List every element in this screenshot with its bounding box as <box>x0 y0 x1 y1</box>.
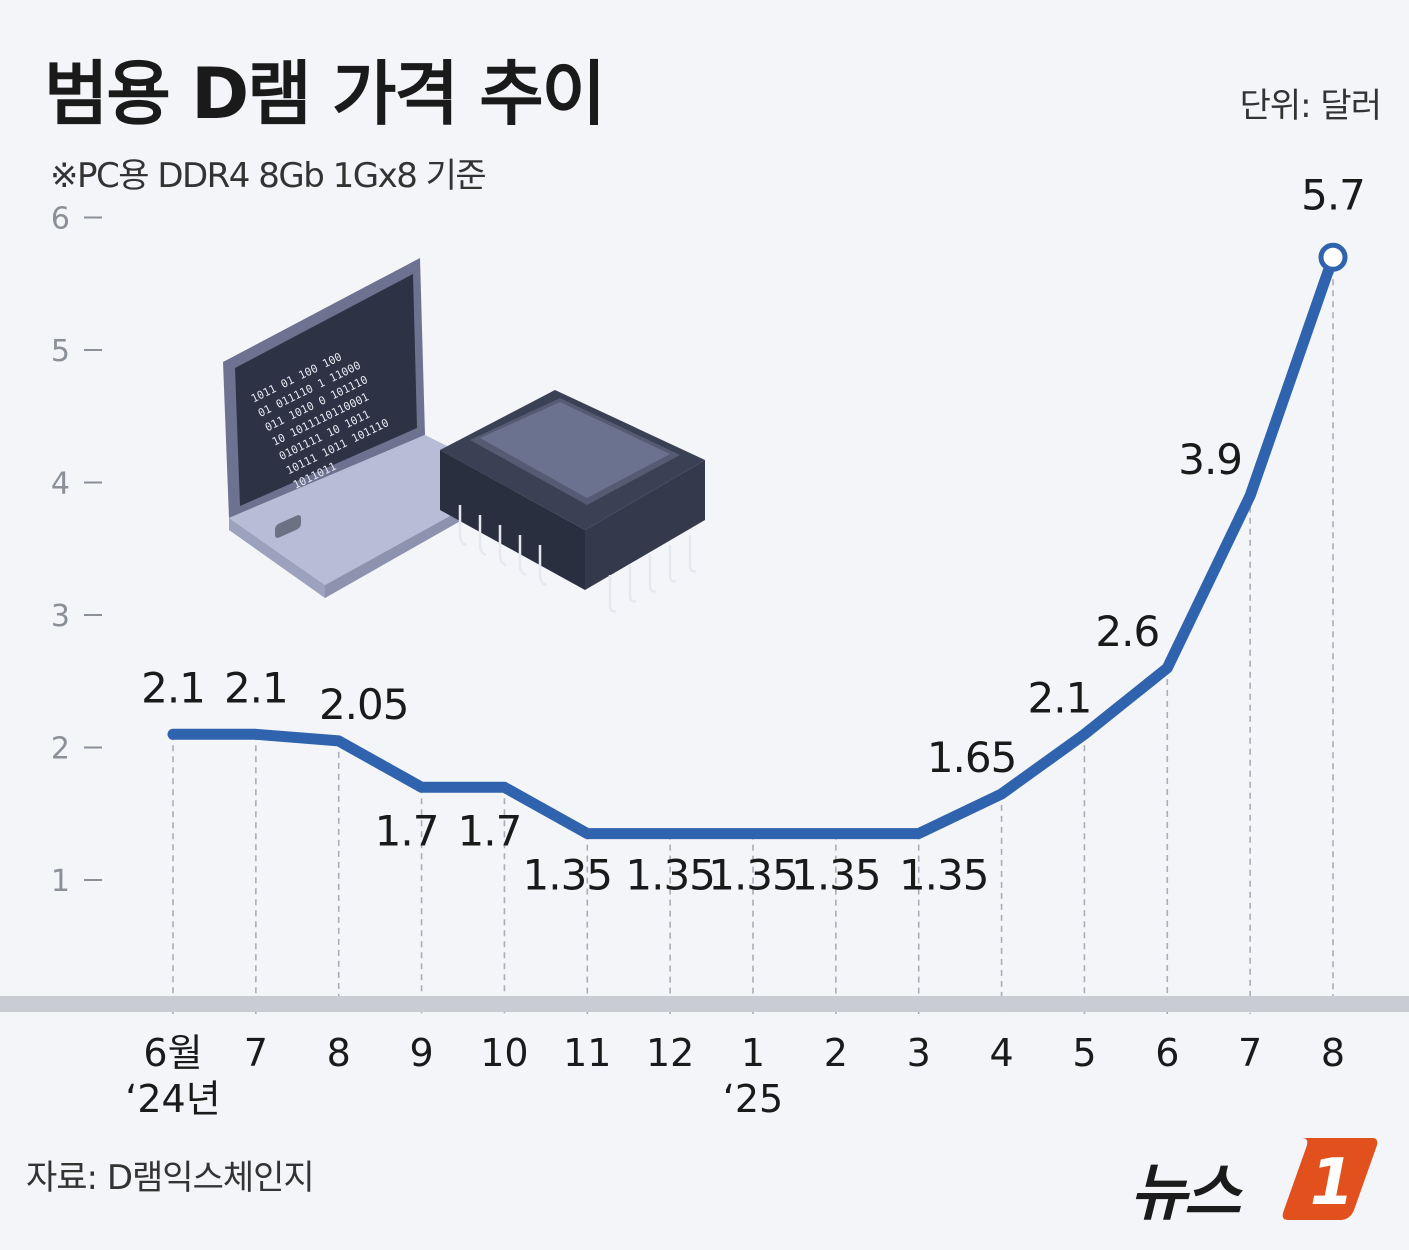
y-tick-label: 2 <box>51 732 70 767</box>
data-label: 2.6 <box>1095 607 1159 656</box>
data-label: 2.1 <box>1028 673 1092 722</box>
x-tick-label: 4 <box>989 1031 1013 1075</box>
y-axis: 1 2 3 4 5 6 <box>51 202 102 899</box>
news1-logo: 뉴스 1 <box>1130 1128 1390 1229</box>
memory-chip-icon <box>440 390 705 613</box>
x-tick-label: 9 <box>409 1031 433 1075</box>
x-tick-label: 8 <box>1321 1031 1345 1075</box>
x-tick-label: 6 <box>1155 1031 1179 1075</box>
logo-mark-icon: 1 <box>1282 1138 1378 1220</box>
laptop-chip-illustration: 1011 01 100 100 01 011110 1 11000 011 10… <box>223 258 705 613</box>
x-tick-label: 11 <box>563 1031 611 1075</box>
laptop-icon: 1011 01 100 100 01 011110 1 11000 011 10… <box>223 258 515 598</box>
x-tick-label: 7 <box>1238 1031 1262 1075</box>
x-tick-label: 10 <box>480 1031 528 1075</box>
data-labels: 2.1 2.1 2.051.7 1.71.35 1.351.351.35 1.351.65… <box>141 170 1366 900</box>
data-label: 1.35 <box>791 851 881 900</box>
y-tick-label: 4 <box>51 467 70 502</box>
data-label: 3.9 <box>1178 435 1242 484</box>
x-tick-label: 12 <box>646 1031 694 1075</box>
baseline-band <box>0 996 1409 1012</box>
x-tick-sublabel: ‘24년 <box>125 1077 220 1121</box>
data-points <box>172 242 1348 834</box>
data-label: 1.65 <box>927 733 1017 782</box>
x-tick-label: 6월 <box>143 1031 202 1075</box>
series-line <box>167 251 1339 840</box>
x-tick-label: 2 <box>824 1031 848 1075</box>
source-note: 자료: D램익스체인지 <box>26 1158 315 1198</box>
y-tick-label: 6 <box>51 202 70 237</box>
data-label: 5.7 <box>1301 170 1365 219</box>
data-label: 2.05 <box>319 680 409 729</box>
data-label: 2.1 <box>224 663 288 712</box>
data-label: 1.35 <box>523 851 613 900</box>
data-label: 1.35 <box>899 851 989 900</box>
x-tick-label: 3 <box>907 1031 931 1075</box>
x-tick-label: 8 <box>327 1031 351 1075</box>
x-tick-label: 1 <box>741 1031 765 1075</box>
chart-title: 범용 D램 가격 추이 <box>44 53 606 135</box>
y-tick-label: 1 <box>51 864 70 899</box>
data-point-marker <box>1318 242 1348 272</box>
x-tick-label: 7 <box>244 1031 268 1075</box>
chart-subtitle: ※PC용 DDR4 8Gb 1Gx8 기준 <box>50 156 487 196</box>
y-tick-label: 5 <box>51 334 70 369</box>
data-label: 1.7 <box>458 806 522 855</box>
x-tick-sublabel: ‘25 <box>723 1077 783 1121</box>
guide-lines <box>172 257 1334 1014</box>
x-axis-labels: 6월‘24년 7 8 9 10 11 12 1‘25 2 3 4 5 6 7 8 <box>125 1031 1345 1121</box>
unit-label: 단위: 달러 <box>1239 86 1382 126</box>
data-label: 1.7 <box>375 806 439 855</box>
data-label: 1.35 <box>625 851 715 900</box>
logo-wordmark: 뉴스 <box>1130 1156 1241 1229</box>
y-tick-label: 3 <box>51 599 70 634</box>
x-tick-label: 5 <box>1072 1031 1096 1075</box>
data-label: 1.35 <box>708 851 798 900</box>
data-label: 2.1 <box>141 663 205 712</box>
logo-mark-text: 1 <box>1310 1146 1355 1220</box>
